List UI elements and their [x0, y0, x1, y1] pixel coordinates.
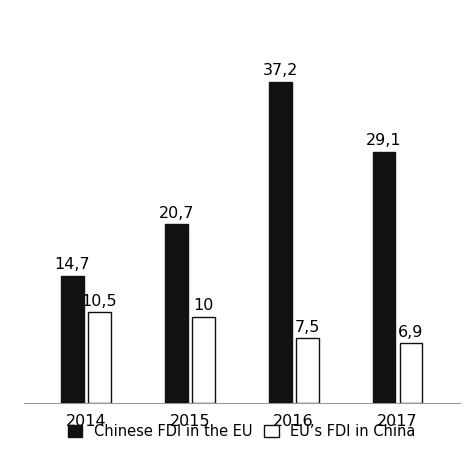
Text: 7,5: 7,5 — [294, 319, 320, 335]
Bar — [88, 312, 111, 403]
Legend: Chinese FDI in the EU, EU’s FDI in China: Chinese FDI in the EU, EU’s FDI in China — [60, 417, 423, 446]
Text: 6,9: 6,9 — [398, 325, 424, 340]
Text: 14,7: 14,7 — [55, 257, 91, 273]
Bar — [61, 276, 84, 403]
Text: 29,1: 29,1 — [366, 133, 402, 148]
Bar — [269, 82, 292, 403]
Text: 20,7: 20,7 — [159, 206, 194, 221]
Text: 10: 10 — [193, 298, 213, 313]
Text: 37,2: 37,2 — [263, 63, 298, 78]
Bar — [400, 343, 422, 403]
Bar — [373, 152, 395, 403]
Bar — [165, 224, 188, 403]
Bar — [296, 338, 319, 403]
Text: 10,5: 10,5 — [82, 294, 117, 309]
Bar — [192, 317, 215, 403]
